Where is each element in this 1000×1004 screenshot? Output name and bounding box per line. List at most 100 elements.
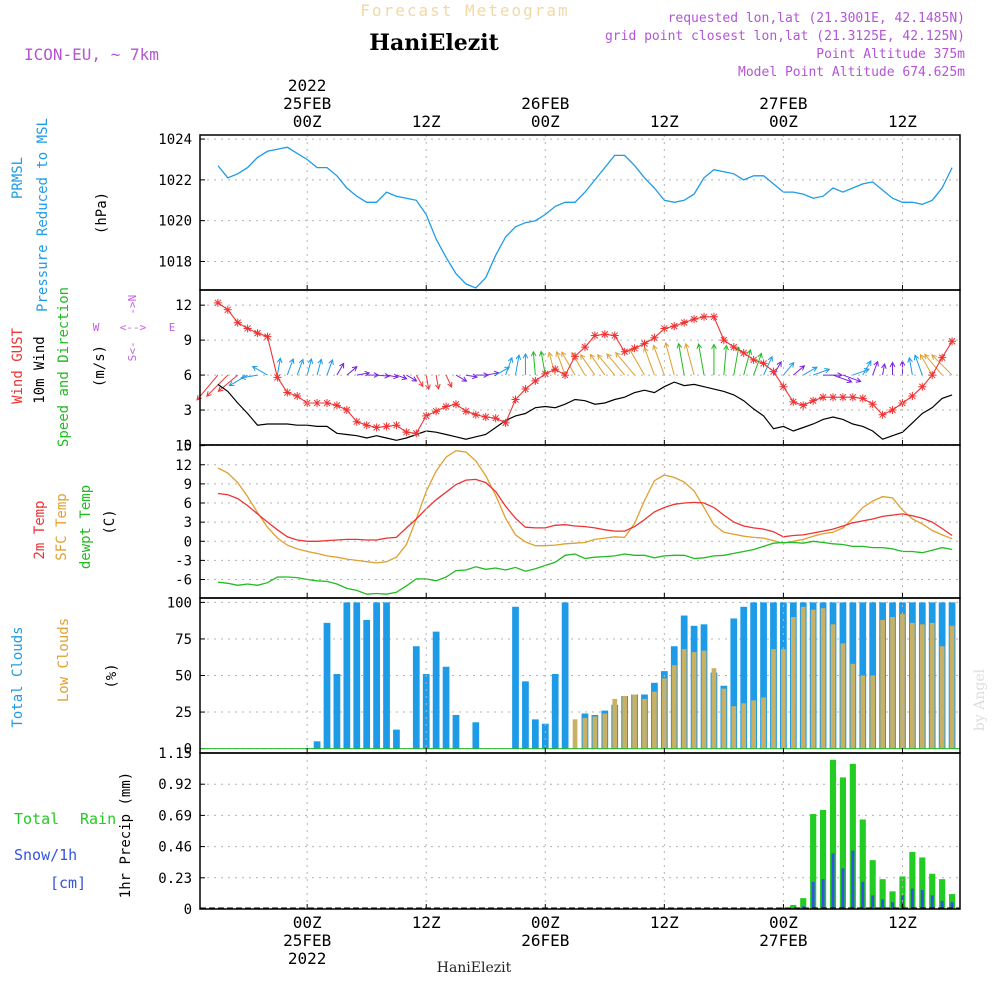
wind-arrow (802, 366, 818, 376)
wind-arrow-head (251, 366, 258, 372)
wind-gust-marker (253, 329, 262, 338)
wind-gust-line (217, 302, 953, 434)
wind-arrow (296, 359, 304, 376)
wind-gust-marker (332, 401, 341, 410)
wind-y-tick-label: 6 (184, 368, 192, 384)
wind-gust-marker (749, 355, 758, 364)
wind-arrow-head (837, 372, 844, 378)
wind-gust-marker (620, 347, 629, 356)
wind-gust-marker (610, 331, 619, 340)
total-cloud-bar (412, 646, 420, 749)
footer-station: HaniElezit (437, 960, 512, 976)
time-label: 00Z (293, 913, 322, 932)
rain-bar (829, 759, 837, 909)
wind-gust-marker (551, 365, 560, 374)
low-cloud-bar (691, 652, 697, 749)
wind-gust-marker (680, 318, 689, 327)
wind-arrow-head (393, 373, 400, 380)
precip-y-tick-label: 0.69 (158, 808, 192, 824)
rain-bar (859, 819, 866, 909)
wind-arrow (540, 351, 546, 376)
wind-arrow-head (863, 367, 870, 374)
wind-arrow-head (472, 373, 479, 380)
wind-arrow-head (606, 353, 612, 360)
wind-arrow (276, 358, 281, 376)
wind-arrow-head (555, 350, 561, 357)
total-cloud-bar (730, 618, 738, 749)
wind-arrow (229, 374, 248, 387)
wind-arrow (252, 366, 268, 376)
low-cloud-bar (840, 643, 846, 749)
time-label: 00Z (769, 913, 798, 932)
temperature-y-tick-label: -3 (175, 553, 192, 569)
wind-arrow-head (846, 377, 853, 384)
wind-arrow (326, 359, 334, 376)
wind-arrow (505, 357, 513, 376)
wind-arrow-head (364, 370, 371, 377)
wind-gust-marker (501, 418, 510, 427)
precip-y-tick-label: 0 (184, 902, 192, 918)
wind-arrow-head (298, 358, 305, 365)
wind-arrow (485, 372, 499, 376)
low-cloud-bar (681, 649, 687, 749)
wind-arrow-head (589, 353, 596, 360)
rain-bar (820, 809, 827, 909)
wind-arrow-head (339, 362, 345, 369)
wind-gust-marker (451, 400, 460, 409)
point-altitude-text: Point Altitude 375m (816, 47, 965, 62)
wind-gust-marker (521, 385, 530, 394)
total-cloud-bar (561, 602, 569, 749)
station-title: HaniElezit (369, 30, 499, 56)
time-label: 2022 (288, 76, 327, 95)
grid-point-text: grid point closest lon,lat (21.3125E, 42… (605, 29, 965, 44)
compass-north: N (126, 295, 139, 302)
wind-arrow (862, 360, 872, 376)
wind-frame (199, 289, 961, 446)
pressure-panel-labels: PRMSL Pressure Reduced to MSL (hPa) (10, 118, 110, 312)
pressure-unit-label: (hPa) (94, 192, 110, 234)
wind-gust-marker (829, 393, 838, 402)
wind-arrow (597, 354, 616, 376)
wind-arrow-head (418, 381, 424, 388)
wind-y-tick-label: 9 (184, 333, 192, 349)
low-cloud-bar (800, 606, 806, 749)
wind-y-tick-label: 0 (184, 438, 192, 454)
wind-gust-marker (432, 407, 441, 416)
rain-bar (849, 763, 856, 909)
wind-gust-marker (571, 352, 580, 361)
clouds-panel: 100 75 50 25 0 (167, 595, 961, 758)
low-cloud-bar (761, 697, 766, 749)
low-cloud-bar (929, 622, 935, 749)
rain-bar (800, 898, 807, 909)
wind-arrow-head (696, 343, 703, 349)
snow-bar (851, 850, 855, 909)
wind-arrow (852, 368, 870, 376)
wind-gust-marker (273, 373, 282, 382)
wind-arrow (376, 374, 390, 377)
wind-arrow (465, 374, 478, 378)
wind-arrow-head (289, 358, 295, 365)
wind-arrow (316, 359, 322, 376)
snow-bar (861, 881, 865, 909)
snow-bar (891, 902, 895, 909)
wind-arrow-head (931, 354, 937, 360)
wind-gust-marker (223, 305, 232, 314)
total-cloud-bar (452, 714, 460, 749)
wind-arrow-head (799, 365, 806, 371)
snow-bar (841, 868, 845, 909)
wind-gust-marker (670, 322, 679, 331)
low-cloud-bar (900, 614, 905, 749)
wind-arrow (628, 348, 645, 376)
precip-y-tick-label: 1.15 (158, 746, 192, 762)
rain-bar (810, 814, 817, 909)
temperature-y-tick-label: -6 (175, 573, 192, 589)
temperature-y-tick-label: 12 (175, 458, 192, 474)
wind-arrow (435, 374, 440, 389)
snow-bar (920, 890, 924, 909)
wind-gust-marker (660, 324, 669, 333)
wind-gust-marker (630, 344, 639, 353)
precip-frame (199, 752, 961, 910)
rain-bar (899, 876, 906, 909)
wind-gust-marker (481, 413, 490, 422)
